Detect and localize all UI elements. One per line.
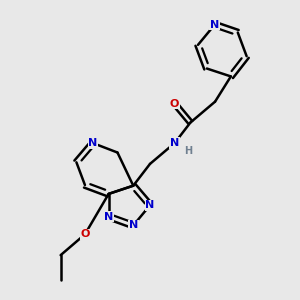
Text: H: H bbox=[184, 146, 193, 156]
Text: N: N bbox=[88, 138, 98, 148]
Text: O: O bbox=[80, 229, 90, 239]
Text: N: N bbox=[210, 20, 219, 30]
Text: O: O bbox=[170, 99, 179, 109]
Text: N: N bbox=[146, 200, 154, 210]
Text: N: N bbox=[170, 138, 179, 148]
Text: N: N bbox=[129, 220, 138, 230]
Text: N: N bbox=[104, 212, 113, 222]
